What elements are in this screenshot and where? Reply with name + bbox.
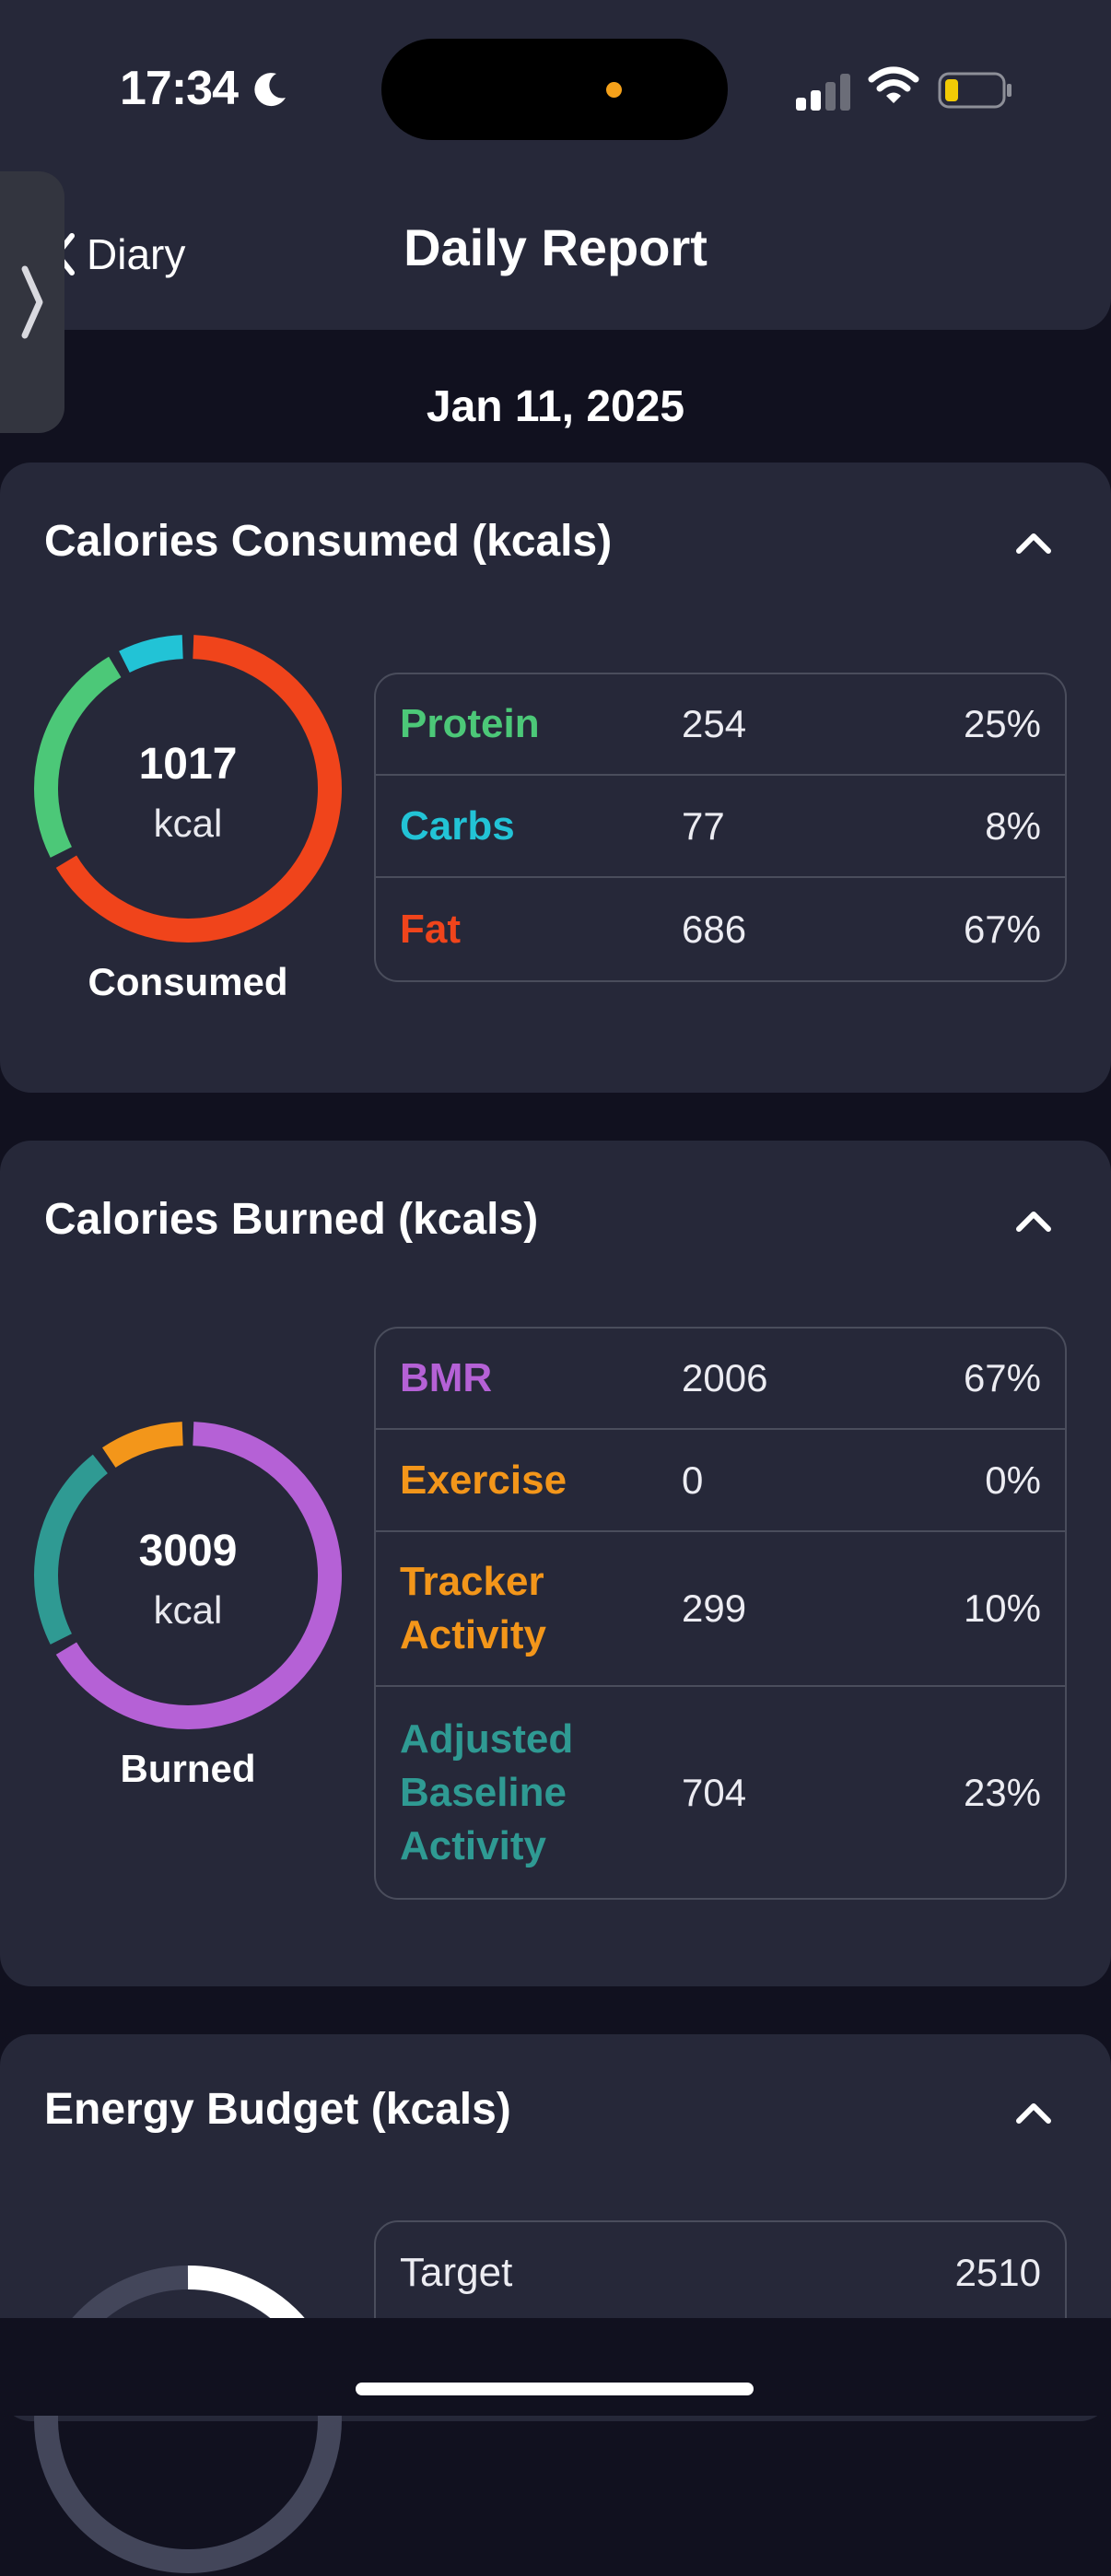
burn-source-value: 299 <box>682 1587 747 1630</box>
table-row: BMR 2006 67% <box>376 1329 1065 1430</box>
burn-source-name: Tracker Activity <box>400 1559 546 1657</box>
consumed-total: 1017 <box>138 740 238 789</box>
report-date[interactable]: Jan 11, 2025 <box>426 382 685 431</box>
budget-label: Target <box>400 2250 513 2295</box>
burn-source-value: 2006 <box>682 1356 768 1399</box>
consumed-caption: Consumed <box>88 960 288 1003</box>
table-row: Fat 686 67% <box>376 878 1065 980</box>
back-button-label: Diary <box>87 230 186 278</box>
dynamic-island <box>381 39 728 140</box>
burn-source-name: Exercise <box>400 1457 567 1503</box>
burn-source-value: 704 <box>682 1770 747 1814</box>
back-button[interactable]: Diary <box>52 221 185 287</box>
burned-total: 3009 <box>138 1527 238 1575</box>
burn-source-percent: 67% <box>963 1356 1041 1399</box>
status-time: 17:34 <box>120 62 239 115</box>
consumed-donut-chart <box>34 635 342 943</box>
macro-name: Fat <box>400 906 461 952</box>
moon-icon <box>254 73 286 107</box>
macro-name: Protein <box>400 701 540 746</box>
cellular-signal-icon <box>796 74 850 111</box>
burn-source-percent: 23% <box>963 1770 1041 1814</box>
burn-source-percent: 10% <box>963 1587 1041 1630</box>
macro-value: 77 <box>682 803 725 848</box>
home-indicator-zone <box>0 2318 1111 2416</box>
budget-value: 2510 <box>954 2251 1041 2294</box>
burn-source-name: BMR <box>400 1355 493 1400</box>
consumed-segment-protein <box>34 656 122 858</box>
consumed-unit: kcal <box>153 802 223 845</box>
burn-source-percent: 0% <box>985 1458 1041 1502</box>
macro-percent: 8% <box>985 803 1041 848</box>
table-row: Carbs 77 8% <box>376 776 1065 878</box>
table-row: Protein 254 25% <box>376 674 1065 776</box>
chevron-up-icon[interactable] <box>1015 531 1052 555</box>
burn-source-value: 0 <box>682 1458 704 1502</box>
card-title: Calories Consumed (kcals) <box>44 517 613 566</box>
macro-name: Carbs <box>400 802 515 849</box>
battery-low-icon <box>938 72 1012 109</box>
side-drawer-handle[interactable] <box>0 171 64 433</box>
consumed-segment-carbs <box>119 635 184 673</box>
home-indicator[interactable] <box>356 2383 754 2395</box>
burned-donut-chart <box>34 1422 342 1729</box>
calories-consumed-card: Calories Consumed (kcals) 1017 kcal Cons… <box>0 463 1111 1093</box>
page-title: Daily Report <box>403 218 708 276</box>
burned-breakdown-table: BMR 2006 67% Exercise 0 0% Tracker Activ… <box>374 1327 1067 1900</box>
chevron-up-icon[interactable] <box>1015 1209 1052 1233</box>
macro-percent: 67% <box>963 907 1041 951</box>
privacy-indicator-dot <box>606 82 622 98</box>
wifi-icon <box>868 66 919 103</box>
card-title: Calories Burned (kcals) <box>44 1195 539 1244</box>
burned-caption: Burned <box>120 1747 256 1790</box>
chevron-up-icon[interactable] <box>1015 2101 1052 2125</box>
table-row: Tracker Activity 299 10% <box>376 1532 1065 1687</box>
table-row: Target 2510 <box>376 2222 1065 2324</box>
table-row: Adjusted Baseline Activity 704 23% <box>376 1687 1065 1898</box>
table-row: Exercise 0 0% <box>376 1430 1065 1532</box>
chevron-right-icon <box>21 265 43 339</box>
consumed-macros-table: Protein 254 25% Carbs 77 8% Fat 686 67% <box>374 673 1067 982</box>
burned-segment-bmr <box>55 1422 342 1729</box>
burned-segment-tracker-activity <box>102 1422 184 1469</box>
macro-value: 254 <box>682 702 747 745</box>
consumed-segment-fat <box>55 635 342 943</box>
calories-burned-card: Calories Burned (kcals) 3009 kcal Burned… <box>0 1141 1111 1986</box>
macro-value: 686 <box>682 907 747 951</box>
burn-source-name: Adjusted Baseline Activity <box>400 1715 574 1868</box>
card-title: Energy Budget (kcals) <box>44 2085 511 2134</box>
burned-unit: kcal <box>153 1588 223 1632</box>
macro-percent: 25% <box>963 702 1041 745</box>
burned-segment-adjusted-baseline-activity <box>34 1454 109 1645</box>
budget-ring-chart <box>34 2265 342 2573</box>
